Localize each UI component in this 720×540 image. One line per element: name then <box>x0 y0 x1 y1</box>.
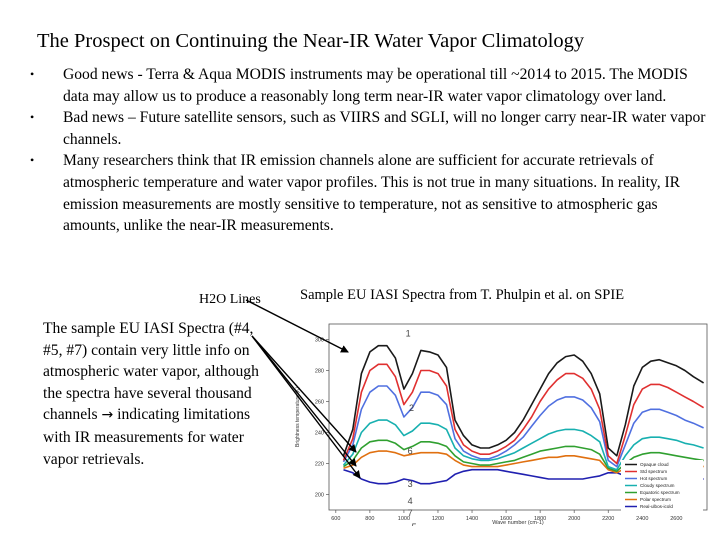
legend-box <box>621 460 703 513</box>
y-tick-label: 240 <box>315 431 324 437</box>
legend-entry: Real-ulbos-icold <box>640 504 673 509</box>
y-tick-label: 300 <box>315 338 324 344</box>
bullet-dot-icon: • <box>30 110 35 125</box>
y-axis-label: Brightness temperature (K) <box>295 387 301 447</box>
note-text-after: indicating limitations with IR measureme… <box>43 406 251 468</box>
bullet-dot-icon: • <box>30 67 35 81</box>
bullet-text: Bad news – Future satellite sensors, suc… <box>63 109 706 148</box>
x-tick-label: 1600 <box>500 516 512 522</box>
series-line <box>342 344 705 457</box>
y-tick-label: 260 <box>315 400 324 406</box>
legend-entry: Opaque cloud <box>640 462 669 467</box>
legend-entry: Equatoric spectrum <box>640 490 680 495</box>
bullet-text: Good news - Terra & Aqua MODIS instrumen… <box>63 66 688 105</box>
note-text: The sample EU IASI Spectra (#4, #5, #7) … <box>43 320 259 424</box>
x-tick-label: 600 <box>331 516 340 522</box>
x-axis-label: Wave number (cm-1) <box>492 520 544 526</box>
legend-entry: Polar spectrum <box>640 497 671 502</box>
x-tick-label: 1000 <box>398 516 410 522</box>
right-arrow-icon: → <box>101 407 114 424</box>
bullet-text: Many researchers think that IR emission … <box>63 152 681 235</box>
curve-number-label: 7 <box>408 508 413 518</box>
series-line <box>342 363 705 465</box>
curve-number-label: 2 <box>409 403 414 413</box>
x-tick-label: 1400 <box>466 516 478 522</box>
bullet-item-good-news: • Good news - Terra & Aqua MODIS instrume… <box>30 64 710 107</box>
x-tick-label: 2000 <box>568 516 580 522</box>
legend-entry: Hot spectrum <box>640 476 667 481</box>
curve-number-label: 1 <box>406 328 411 338</box>
figure-caption: Sample EU IASI Spectra from T. Phulpin e… <box>300 287 625 303</box>
legend-entry: Std spectrum <box>640 469 667 474</box>
x-tick-label: 2200 <box>602 516 614 522</box>
x-tick-label: 1200 <box>432 516 444 522</box>
series-line <box>343 439 704 473</box>
h2o-lines-label: H2O Lines <box>199 292 261 307</box>
x-tick-label: 2400 <box>636 516 648 522</box>
curve-number-label: 5 <box>412 522 417 526</box>
bullet-list: • Good news - Terra & Aqua MODIS instrume… <box>30 64 710 237</box>
iasi-note: The sample EU IASI Spectra (#4, #5, #7) … <box>43 318 273 470</box>
curve-number-label: 3 <box>408 479 413 489</box>
bullet-item-ir-emission: • Many researchers think that IR emission… <box>30 150 710 236</box>
bullet-dot-icon: • <box>30 153 35 168</box>
slide-title: The Prospect on Continuing the Near-IR W… <box>37 30 585 52</box>
y-tick-label: 220 <box>315 462 324 468</box>
x-tick-label: 800 <box>365 516 374 522</box>
x-tick-label: 1800 <box>534 516 546 522</box>
series-line <box>342 385 704 468</box>
x-tick-label: 2600 <box>670 516 682 522</box>
bullet-item-bad-news: • Bad news – Future satellite sensors, su… <box>30 107 710 150</box>
legend-entry: Cloudy spectrum <box>640 483 675 488</box>
curve-number-label: 6 <box>408 446 413 456</box>
iasi-spectra-chart: 600 800 1000 1200 1400 1600 1800 2000 2200 2400 26… <box>295 323 708 526</box>
series-line <box>342 419 704 471</box>
y-tick-label: 200 <box>315 493 324 499</box>
y-tick-label: 280 <box>315 369 324 375</box>
curve-number-label: 4 <box>408 496 413 506</box>
